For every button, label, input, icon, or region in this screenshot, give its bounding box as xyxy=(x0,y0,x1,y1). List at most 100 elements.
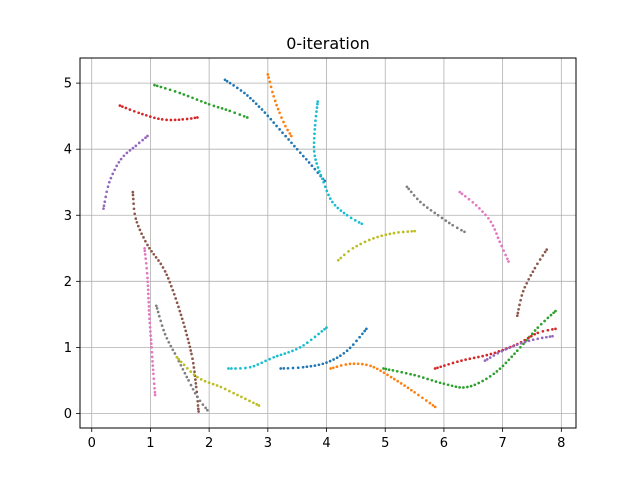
data-point xyxy=(403,384,406,387)
data-point xyxy=(429,208,433,212)
data-point xyxy=(238,113,242,116)
data-point xyxy=(146,134,149,138)
data-point xyxy=(463,194,467,198)
data-point xyxy=(481,210,484,213)
data-point xyxy=(228,109,232,113)
data-point xyxy=(142,236,145,239)
data-point xyxy=(323,327,326,331)
data-point xyxy=(469,384,473,388)
data-point xyxy=(248,399,251,403)
series-11 xyxy=(279,327,368,370)
x-tick-label: 5 xyxy=(381,436,389,451)
data-point xyxy=(417,374,421,378)
data-point xyxy=(313,128,317,131)
data-point xyxy=(191,96,194,100)
data-point xyxy=(148,115,152,118)
data-point xyxy=(345,349,349,353)
data-point xyxy=(361,332,364,336)
data-point xyxy=(169,344,173,348)
data-point xyxy=(165,336,169,340)
data-point xyxy=(412,194,416,197)
data-point xyxy=(357,221,361,224)
series-17 xyxy=(405,185,466,234)
data-point xyxy=(228,81,232,85)
data-point xyxy=(492,354,496,357)
data-point xyxy=(199,99,203,103)
data-point xyxy=(144,257,148,260)
y-tick-label: 2 xyxy=(64,275,72,290)
series-3 xyxy=(118,104,199,122)
data-point xyxy=(551,334,554,338)
data-point xyxy=(545,248,549,251)
data-point xyxy=(348,362,352,366)
data-point xyxy=(179,313,183,317)
data-point xyxy=(405,185,409,189)
data-point xyxy=(404,371,408,375)
data-point xyxy=(275,124,278,128)
data-point xyxy=(315,106,319,109)
data-point xyxy=(406,386,410,390)
data-point xyxy=(264,359,267,363)
data-point xyxy=(113,168,117,172)
data-point xyxy=(286,366,290,370)
data-point xyxy=(388,232,392,236)
data-point xyxy=(131,190,135,194)
data-point xyxy=(305,341,309,345)
data-point xyxy=(204,406,207,410)
series-2 xyxy=(153,83,249,119)
data-point xyxy=(105,190,109,194)
data-point xyxy=(365,363,368,367)
x-tick-label: 6 xyxy=(440,436,448,451)
data-point xyxy=(468,357,472,361)
data-point xyxy=(382,371,386,375)
data-point xyxy=(166,277,170,280)
x-tick-label: 3 xyxy=(264,436,272,451)
data-point xyxy=(185,333,189,337)
data-point xyxy=(314,119,317,123)
data-point xyxy=(392,231,396,235)
data-point xyxy=(165,273,169,277)
series-7 xyxy=(143,246,157,397)
data-point xyxy=(536,262,539,266)
data-point xyxy=(507,346,511,350)
data-point xyxy=(140,232,143,236)
data-point xyxy=(192,366,196,369)
data-point xyxy=(268,80,272,84)
data-point xyxy=(471,200,475,204)
data-point xyxy=(372,365,376,369)
data-point xyxy=(157,117,160,121)
data-point xyxy=(151,360,154,363)
data-point xyxy=(146,288,150,292)
data-point xyxy=(477,381,481,385)
data-point xyxy=(315,110,318,113)
data-point xyxy=(322,180,325,184)
data-point xyxy=(185,117,189,121)
data-point xyxy=(331,366,335,370)
data-point xyxy=(312,150,316,153)
data-point xyxy=(141,112,144,116)
data-point xyxy=(489,352,493,356)
series-0 xyxy=(223,78,327,183)
data-point xyxy=(273,99,277,103)
data-point xyxy=(444,219,448,222)
data-point xyxy=(533,329,537,332)
data-point xyxy=(433,211,437,215)
data-point xyxy=(102,207,105,210)
data-point xyxy=(488,356,492,359)
data-point xyxy=(138,228,142,232)
data-point xyxy=(248,365,252,369)
data-point xyxy=(269,85,273,89)
data-point xyxy=(533,266,537,270)
data-point xyxy=(446,383,450,387)
data-point xyxy=(316,102,319,106)
data-point xyxy=(152,377,156,381)
data-point xyxy=(144,261,148,265)
data-point xyxy=(369,364,372,368)
data-point xyxy=(387,368,391,372)
series-6 xyxy=(131,190,200,413)
data-point xyxy=(147,309,151,312)
data-point xyxy=(187,379,190,382)
data-point xyxy=(174,297,178,300)
data-point xyxy=(504,253,507,257)
